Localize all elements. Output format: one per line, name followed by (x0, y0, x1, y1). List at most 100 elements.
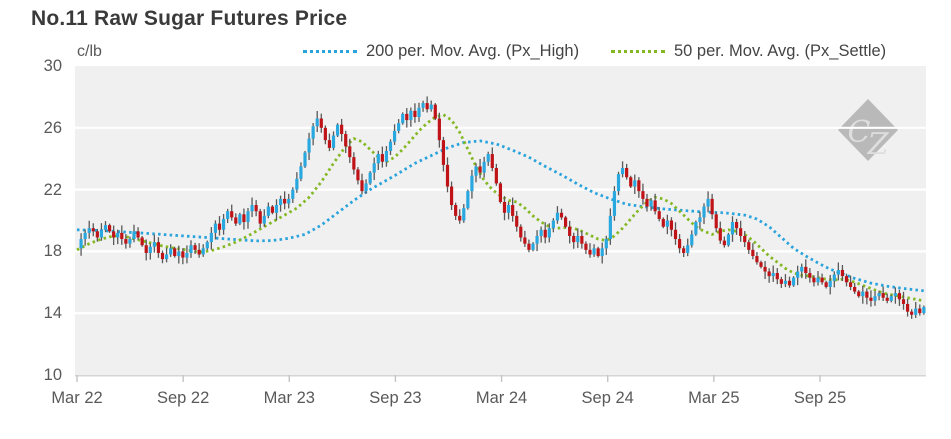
candle-body (388, 141, 393, 151)
x-tick-label: Sep 23 (369, 389, 422, 407)
candle-body (661, 218, 665, 227)
y-tick-label: 18 (43, 242, 62, 261)
candle-body (116, 232, 120, 238)
candle-body (258, 211, 262, 224)
candle-body (702, 206, 706, 218)
candle-body (270, 206, 275, 213)
candle-body (905, 303, 910, 312)
candle-body (474, 166, 478, 176)
x-tick-label: Sep 25 (793, 389, 847, 407)
candle-body (584, 243, 588, 250)
candle-body (392, 130, 397, 142)
x-tick-label: Mar 25 (688, 389, 740, 407)
candle-body (616, 174, 621, 192)
watermark-letter-z: Z (867, 127, 890, 162)
candle-body (857, 291, 861, 297)
x-tick-label: Sep 22 (156, 389, 210, 407)
candle-body (767, 271, 771, 277)
candle-body (160, 252, 165, 260)
candle-body (250, 205, 254, 212)
candle-body (779, 279, 783, 284)
candle-body (230, 211, 234, 218)
candle-body (356, 169, 360, 181)
candle-body (482, 161, 486, 173)
candle-body (592, 248, 596, 255)
candle-body (600, 248, 604, 257)
candle-body (555, 212, 560, 221)
candle-body (572, 235, 576, 243)
candle-body (124, 239, 128, 244)
candle-body (657, 211, 661, 219)
candle-body (824, 282, 828, 287)
candle-body (519, 226, 523, 238)
candle-body (87, 228, 91, 233)
candle-body (274, 205, 279, 213)
candle-body (95, 231, 99, 238)
candle-body (682, 248, 686, 253)
candle-body (568, 226, 572, 236)
candle-body (771, 273, 775, 277)
candle-body (502, 201, 507, 213)
candle-body (197, 249, 201, 255)
candle-body (673, 229, 678, 240)
candle-body (352, 157, 356, 170)
y-tick-label: 30 (43, 57, 62, 75)
candle-body (437, 118, 441, 141)
candle-body (844, 276, 849, 283)
candle-body (563, 217, 568, 227)
candle-body (531, 243, 535, 250)
candle-body (303, 152, 307, 167)
candle-body (368, 172, 372, 184)
y-tick-label: 10 (43, 366, 62, 384)
y-tick-label: 14 (43, 304, 62, 323)
candle-body (311, 126, 315, 139)
candle-body (808, 273, 812, 278)
candle-body (897, 293, 902, 300)
candle-body (152, 242, 156, 247)
candle-body (596, 248, 600, 257)
candle-body (494, 167, 498, 184)
candle-body (189, 245, 193, 253)
candle-body (783, 280, 788, 284)
candle-body (730, 222, 735, 235)
candle-body (551, 220, 555, 229)
candle-body (421, 103, 425, 108)
candle-body (910, 311, 914, 315)
candle-body (307, 138, 311, 153)
candle-body (588, 249, 592, 255)
candle-body (706, 198, 710, 207)
candle-body (335, 124, 340, 136)
candle-body (539, 229, 543, 236)
candle-body (649, 200, 653, 207)
candle-body (853, 286, 857, 292)
candle-body (242, 214, 246, 223)
candle-body (221, 218, 226, 230)
candle-body (836, 269, 840, 275)
candle-body (694, 222, 698, 235)
candle-body (397, 123, 401, 131)
candle-body (331, 135, 336, 148)
candle-body (433, 104, 437, 119)
candle-body (677, 239, 682, 249)
candle-body (254, 205, 258, 212)
candle-body (201, 248, 205, 255)
candle-body (478, 166, 482, 173)
candle-body (83, 232, 87, 240)
candle-body (828, 280, 832, 287)
candle-body (103, 225, 108, 230)
y-axis-unit-label: c/lb (77, 43, 102, 60)
candle-body (791, 277, 796, 286)
candle-body (429, 104, 433, 110)
candle-body (107, 225, 112, 232)
candle-body (559, 212, 564, 218)
candle-body (417, 107, 421, 117)
candle-body (380, 154, 384, 162)
candle-body (498, 183, 503, 202)
candle-body (816, 277, 820, 283)
candle-body (714, 214, 718, 229)
candle-body (751, 249, 755, 257)
candle-body (820, 277, 824, 283)
candle-body (918, 308, 922, 314)
